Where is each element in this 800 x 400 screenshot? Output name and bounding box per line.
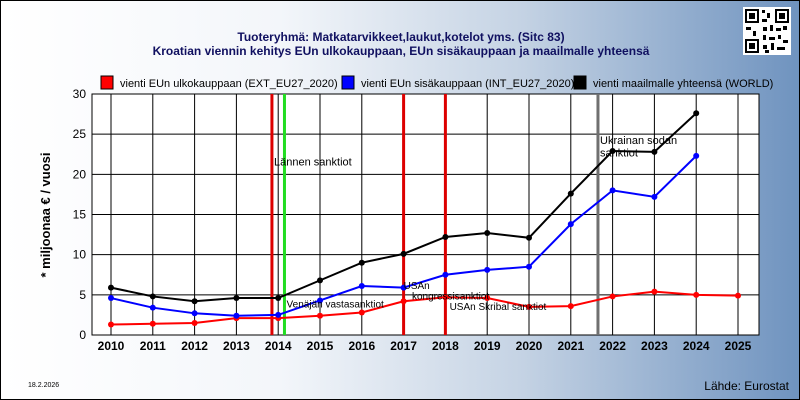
x-tick-label: 2018 <box>432 339 459 353</box>
annotation-label: Ukrainan sodan <box>600 135 677 147</box>
data-point <box>693 291 700 298</box>
data-point <box>191 310 198 317</box>
legend-swatch <box>341 75 355 90</box>
legend-entry: vienti EUn ulkokauppaan (EXT_EU27_2020) <box>120 78 338 90</box>
data-point <box>651 148 658 155</box>
data-point <box>275 295 282 302</box>
data-point <box>400 284 407 291</box>
data-point <box>358 282 365 289</box>
data-point <box>108 295 114 302</box>
annotations: Lännen sanktiot Venäjän vastasanktiot USAn… <box>274 135 677 313</box>
y-tick-label: 10 <box>73 248 87 262</box>
x-tick-label: 2024 <box>683 339 710 353</box>
data-point <box>317 312 323 319</box>
x-tick-label: 2019 <box>474 339 501 353</box>
y-tick-label: 30 <box>73 87 87 101</box>
y-tick-label: 15 <box>73 208 87 222</box>
series-line <box>110 290 739 326</box>
chart-title: Tuoteryhmä: Matkatarvikkeet,laukut,kotel… <box>237 30 565 44</box>
data-point <box>526 234 532 241</box>
data-point <box>442 294 449 301</box>
y-tick-label: 5 <box>79 288 86 302</box>
x-tick-label: 2010 <box>98 339 125 353</box>
data-point <box>442 233 449 240</box>
data-point <box>609 148 616 155</box>
data-point <box>484 295 491 302</box>
data-point <box>567 221 574 228</box>
data-point <box>526 263 532 270</box>
data-point <box>693 110 700 117</box>
annotation-label: kongressisanktiot <box>412 292 489 303</box>
x-tick-label: 2021 <box>557 339 584 353</box>
annotation-label: Venäjän vastasanktiot <box>287 300 385 311</box>
data-point <box>567 190 574 197</box>
qr-code-icon <box>743 7 791 55</box>
x-tick-label: 2015 <box>307 339 334 353</box>
data-point <box>567 303 574 310</box>
data-point <box>191 319 198 326</box>
data-point <box>108 321 114 328</box>
y-tick-label: 25 <box>73 127 87 141</box>
data-point <box>233 295 240 302</box>
x-tick-label: 2023 <box>641 339 668 353</box>
annotation-label: USAn Skribal sanktiot <box>450 302 547 313</box>
data-point <box>484 266 491 273</box>
data-point <box>400 250 407 257</box>
data-point <box>108 284 114 291</box>
data-point <box>400 298 407 305</box>
data-point <box>275 311 282 318</box>
y-tick-label: 20 <box>73 167 87 181</box>
source-label: Lähde: Eurostat <box>704 379 789 393</box>
annotation-label: Lännen sanktiot <box>274 156 352 168</box>
data-point <box>358 309 365 316</box>
legend-entry: vienti maailmalle yhteensä (WORLD) <box>593 78 773 90</box>
data-point <box>149 304 156 311</box>
x-tick-label: 2017 <box>390 339 417 353</box>
data-point <box>317 277 323 284</box>
data-point <box>526 303 532 310</box>
series-group <box>108 110 741 328</box>
annotation-label: sanktiot <box>600 148 638 160</box>
data-point <box>149 293 156 300</box>
data-point <box>442 271 449 278</box>
date-label: 18.2.2026 <box>28 382 60 389</box>
annotation-label: USAn <box>404 281 430 292</box>
y-axis-label: * miljoonaa € / vuosi <box>38 153 53 278</box>
x-tick-label: 2014 <box>265 339 292 353</box>
y-tick-label: 0 <box>79 328 86 342</box>
x-tick-label: 2022 <box>599 339 626 353</box>
data-point <box>317 297 323 304</box>
data-point <box>693 152 700 159</box>
x-tick-label: 2025 <box>725 339 752 353</box>
data-point <box>233 312 240 319</box>
x-tick-label: 2020 <box>516 339 543 353</box>
legend-entry: vienti EUn sisäkauppaan (INT_EU27_2020) <box>361 78 574 90</box>
data-point <box>651 288 658 295</box>
data-point <box>149 320 156 327</box>
legend-swatch <box>100 75 114 90</box>
data-point <box>609 293 616 300</box>
x-tick-label: 2011 <box>140 339 166 353</box>
legend-swatch <box>573 75 587 90</box>
x-tick-label: 2016 <box>348 339 375 353</box>
data-point <box>191 298 198 305</box>
data-point <box>651 193 658 200</box>
data-point <box>735 292 741 299</box>
data-point <box>609 187 616 194</box>
data-point <box>358 259 365 266</box>
x-tick-label: 2013 <box>223 339 250 353</box>
data-point <box>484 229 491 236</box>
x-tick-label: 2012 <box>181 339 208 353</box>
chart-subtitle: Kroatian viennin kehitys EUn ulkokauppaa… <box>152 44 650 58</box>
legend: vienti EUn ulkokauppaan (EXT_EU27_2020) v… <box>100 75 773 90</box>
